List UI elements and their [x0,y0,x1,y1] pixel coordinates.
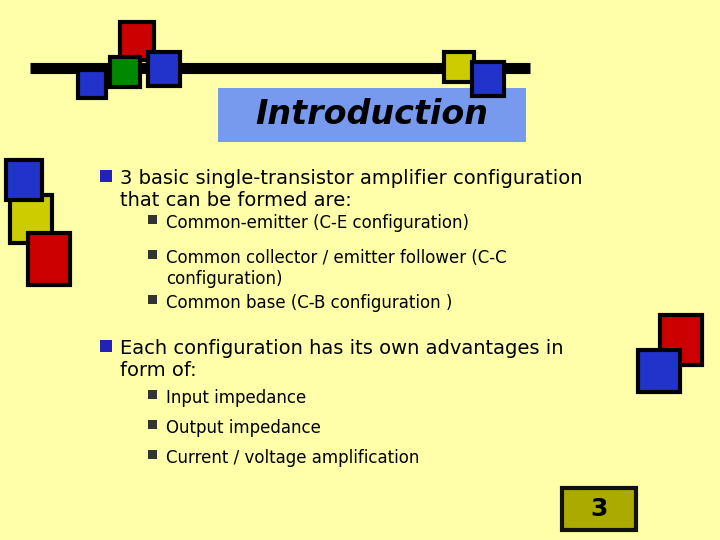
Text: Input impedance: Input impedance [166,389,306,407]
Bar [562,488,636,530]
Bar [148,215,157,224]
Text: Current / voltage amplification: Current / voltage amplification [166,449,419,467]
Bar [148,250,157,259]
Text: Common collector / emitter follower (C-C
configuration): Common collector / emitter follower (C-C… [166,249,507,288]
Bar [148,420,157,429]
Bar [100,340,112,352]
Bar [78,70,106,98]
Bar [148,450,157,459]
Text: Each configuration has its own advantages in
form of:: Each configuration has its own advantage… [120,339,564,380]
Bar [10,195,52,243]
Bar [660,315,702,365]
Bar [148,295,157,304]
Bar [148,390,157,399]
Text: Common base (C-B configuration ): Common base (C-B configuration ) [166,294,452,312]
Bar [472,62,504,96]
Bar [100,170,112,182]
Bar [218,88,526,142]
Bar [444,52,474,82]
Text: Introduction: Introduction [256,98,488,132]
Bar [28,233,70,285]
Bar [6,160,42,200]
Bar [638,350,680,392]
Text: Common-emitter (C-E configuration): Common-emitter (C-E configuration) [166,214,469,232]
Bar [110,57,140,87]
Text: 3: 3 [590,497,608,521]
Text: Output impedance: Output impedance [166,419,321,437]
Text: 3 basic single-transistor amplifier configuration
that can be formed are:: 3 basic single-transistor amplifier conf… [120,169,582,210]
Bar [148,52,180,86]
Bar [120,22,154,60]
